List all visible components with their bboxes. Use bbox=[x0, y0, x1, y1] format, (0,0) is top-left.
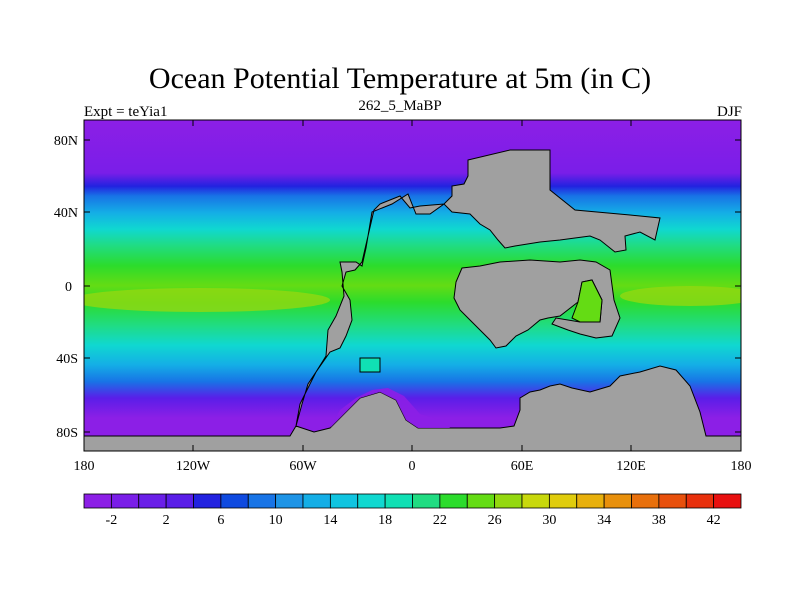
colorbar-box bbox=[412, 493, 441, 509]
colorbar-box bbox=[713, 493, 742, 509]
colorbar-box bbox=[357, 493, 386, 509]
lat-axis: 80N 40N 0 40S 80S bbox=[54, 134, 741, 441]
colorbar-label: 34 bbox=[597, 513, 611, 528]
lat-tick-label: 0 bbox=[65, 280, 72, 295]
lat-tick-label: 80S bbox=[56, 426, 78, 441]
inner-bay bbox=[571, 279, 603, 323]
colorbar-box bbox=[275, 493, 304, 509]
colorbar-label: 6 bbox=[217, 513, 224, 528]
colorbar-box bbox=[247, 493, 277, 509]
lon-axis: 180 120W 60W 0 60E 120E 180 bbox=[74, 120, 752, 474]
colorbar-label: 14 bbox=[323, 513, 337, 528]
lon-tick-label: 0 bbox=[409, 459, 416, 474]
colorbar-box bbox=[631, 493, 660, 509]
colorbar-box bbox=[439, 493, 468, 509]
colorbar-box bbox=[494, 493, 523, 509]
map-title: Ocean Potential Temperature at 5m (in C) bbox=[148, 62, 652, 95]
colorbar-box bbox=[685, 493, 715, 509]
colorbar-label: 10 bbox=[269, 513, 283, 528]
colorbar-label: 18 bbox=[378, 513, 392, 528]
colorbar-box bbox=[329, 493, 359, 509]
colorbar-box bbox=[576, 493, 605, 509]
colorbar-box bbox=[466, 493, 496, 509]
colorbar-box bbox=[548, 493, 578, 509]
colorbar-box bbox=[193, 493, 222, 509]
lat-tick-label: 40S bbox=[56, 352, 78, 367]
colorbar: -2 2 6 10 14 18 22 26 30 34 38 42 bbox=[83, 493, 742, 528]
colorbar-box bbox=[603, 493, 632, 509]
colorbar-label: 26 bbox=[488, 513, 502, 528]
colorbar-box bbox=[138, 493, 167, 509]
small-island bbox=[359, 357, 381, 373]
lon-tick-label: 180 bbox=[731, 459, 752, 474]
lon-tick-label: 60E bbox=[511, 459, 534, 474]
colorbar-label: 38 bbox=[652, 513, 666, 528]
colorbar-box bbox=[658, 493, 687, 509]
colorbar-label: -2 bbox=[106, 513, 118, 528]
experiment-label: Expt = teYia1 bbox=[84, 104, 168, 120]
colorbar-box bbox=[165, 493, 194, 509]
colorbar-box bbox=[83, 493, 112, 509]
map-area bbox=[84, 120, 741, 451]
colorbar-box bbox=[302, 493, 331, 509]
colorbar-label: 42 bbox=[707, 513, 721, 528]
southern-gulf bbox=[330, 388, 450, 428]
warm-pool-east bbox=[620, 286, 741, 306]
warm-pool-west bbox=[84, 288, 330, 312]
colorbar-label: 30 bbox=[542, 513, 556, 528]
lon-tick-label: 120E bbox=[616, 459, 646, 474]
lon-tick-label: 60W bbox=[289, 459, 317, 474]
lat-tick-label: 40N bbox=[54, 206, 78, 221]
lon-tick-label: 120W bbox=[176, 459, 211, 474]
colorbar-box bbox=[220, 493, 249, 509]
colorbar-box bbox=[384, 493, 413, 509]
colorbar-box bbox=[110, 493, 140, 509]
colorbar-label: 22 bbox=[433, 513, 447, 528]
season-label: DJF bbox=[716, 104, 742, 120]
colorbar-box bbox=[521, 493, 550, 509]
lat-tick-label: 80N bbox=[54, 134, 78, 149]
colorbar-label: 2 bbox=[163, 513, 170, 528]
period-label: 262_5_MaBP bbox=[358, 98, 442, 114]
lon-tick-label: 180 bbox=[74, 459, 95, 474]
